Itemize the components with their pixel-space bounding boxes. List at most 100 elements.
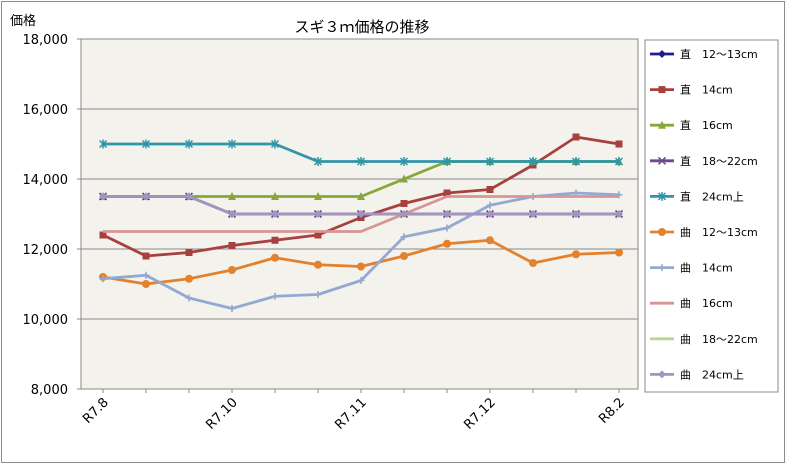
legend-item: 直 12～13cm xyxy=(650,47,758,61)
data-point xyxy=(314,210,322,218)
legend-item: 直 24cm上 xyxy=(650,189,744,203)
data-point xyxy=(271,236,279,244)
legend-item: 曲 18～22cm xyxy=(650,333,758,346)
gridlines xyxy=(81,108,638,320)
y-axis-label: 価格 xyxy=(10,13,36,29)
y-tick-label: 14,000 xyxy=(23,173,69,188)
data-point xyxy=(443,210,451,218)
data-point xyxy=(184,139,194,149)
legend-item: 直 18～22cm xyxy=(650,154,758,168)
data-point xyxy=(357,262,365,271)
data-point xyxy=(615,248,623,257)
legend-label: 直 24cm上 xyxy=(680,189,744,203)
data-point xyxy=(271,253,279,262)
legend-label: 曲 18～22cm xyxy=(680,333,758,346)
data-point xyxy=(572,210,580,218)
series-4 xyxy=(98,139,624,166)
data-point xyxy=(357,192,365,200)
data-point xyxy=(356,157,366,166)
data-point xyxy=(271,292,279,300)
data-point xyxy=(615,140,623,148)
series-9 xyxy=(99,192,623,218)
data-point xyxy=(228,266,236,274)
y-tick-label: 16,000 xyxy=(23,103,69,118)
data-point xyxy=(357,210,365,218)
series-lines xyxy=(98,133,624,312)
legend-item: 曲 12～13cm xyxy=(650,226,758,239)
legend-label: 曲 12～13cm xyxy=(680,226,758,239)
legend-item: 直 16cm xyxy=(650,118,733,132)
data-point xyxy=(529,210,537,218)
data-point xyxy=(314,260,322,269)
legend-label: 直 18～22cm xyxy=(680,154,758,168)
data-point xyxy=(185,192,193,201)
data-point xyxy=(228,242,236,249)
data-point xyxy=(314,231,322,239)
data-point xyxy=(271,210,279,218)
data-point xyxy=(400,200,408,207)
data-point xyxy=(486,236,494,245)
data-point xyxy=(98,139,108,149)
data-point xyxy=(572,133,580,141)
data-point xyxy=(443,224,451,232)
legend-label: 曲 24cm上 xyxy=(680,368,744,381)
data-point xyxy=(486,186,494,193)
data-point xyxy=(400,174,408,183)
data-point xyxy=(270,139,280,149)
legend-item: 直 14cm xyxy=(650,83,733,97)
data-point xyxy=(185,249,193,256)
data-point xyxy=(529,259,537,267)
y-tick-label: 8,000 xyxy=(31,383,68,398)
data-point xyxy=(142,192,150,201)
data-point xyxy=(271,192,279,200)
data-point xyxy=(572,250,580,259)
data-point xyxy=(486,210,494,218)
legend-swatch-marker xyxy=(658,86,666,94)
data-point xyxy=(485,157,495,166)
data-point xyxy=(313,157,323,166)
data-point xyxy=(99,192,107,201)
data-point xyxy=(185,274,193,283)
legend-swatch-marker xyxy=(658,228,666,236)
data-point xyxy=(99,275,107,283)
data-point xyxy=(228,305,236,312)
legend-swatch-marker xyxy=(657,156,667,165)
data-point xyxy=(142,271,150,279)
data-point xyxy=(357,277,365,284)
legend-item: 曲 16cm xyxy=(650,297,733,310)
data-point xyxy=(400,252,408,260)
y-tick-label: 12,000 xyxy=(23,243,69,258)
data-point xyxy=(142,280,150,288)
x-tick-label: R7.11 xyxy=(332,395,369,432)
legend-swatch-marker xyxy=(658,120,666,129)
data-point xyxy=(141,139,151,149)
data-point xyxy=(443,189,451,197)
data-point xyxy=(486,201,494,209)
series-7 xyxy=(103,195,619,233)
legend-label: 曲 14cm xyxy=(680,262,733,275)
data-point xyxy=(614,157,624,166)
legend-label: 曲 16cm xyxy=(680,297,733,310)
data-point xyxy=(571,157,581,166)
x-tick-label: R7.8 xyxy=(80,395,112,427)
series-5 xyxy=(99,236,623,288)
y-axis-ticks: 8,000 10,000 12,000 14,000 16,000 18,000 xyxy=(23,33,81,398)
x-tick-label: R7.10 xyxy=(203,395,240,432)
legend-label: 直 16cm xyxy=(680,118,733,132)
data-point xyxy=(442,157,452,166)
data-point xyxy=(314,192,322,200)
y-tick-label: 10,000 xyxy=(23,313,69,328)
chart-title: スギ３ｍ価格の推移 xyxy=(294,18,429,36)
data-point xyxy=(142,252,150,260)
data-point xyxy=(228,192,236,200)
series-line xyxy=(103,195,619,233)
legend-item: 曲 14cm xyxy=(650,262,733,275)
legend-swatch-marker xyxy=(658,264,666,272)
data-point xyxy=(314,291,322,298)
x-tick-label: R8.2 xyxy=(596,395,628,427)
x-tick-label: R7.12 xyxy=(461,395,498,432)
y-tick-label: 18,000 xyxy=(23,33,69,48)
